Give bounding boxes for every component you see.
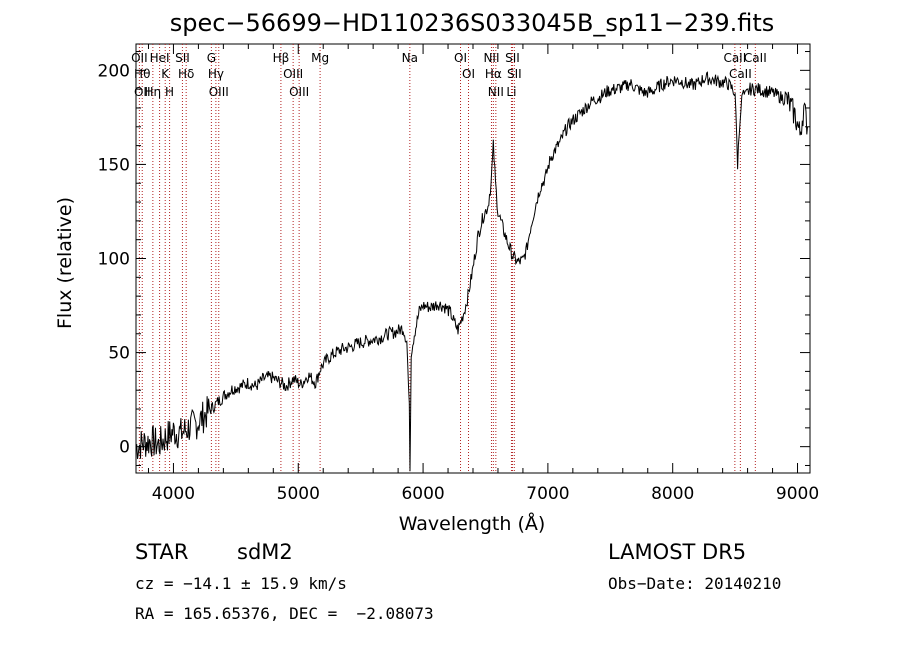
line-label: OII (131, 51, 148, 65)
x-tick-label: 8000 (651, 484, 694, 504)
line-label: OIII (283, 67, 303, 81)
x-tick-label: 6000 (401, 484, 444, 504)
line-label: Hβ (273, 51, 290, 65)
line-label: Li (506, 85, 516, 99)
x-tick-label: 7000 (526, 484, 569, 504)
line-label: Hα (485, 67, 502, 81)
line-label: Hγ (208, 67, 224, 81)
emission-line-markers (138, 44, 756, 473)
y-axis-label: Flux (relative) (54, 197, 76, 329)
y-tick-label: 100 (98, 250, 130, 270)
line-label: OI (462, 67, 475, 81)
redshift-line: cz = −14.1 ± 15.9 km/s (135, 574, 347, 593)
line-label: Hθ (134, 67, 150, 81)
y-tick-label: 0 (119, 438, 130, 458)
line-label: H (165, 85, 174, 99)
object-class: STAR (135, 540, 189, 564)
line-label: SII (507, 67, 522, 81)
coordinates: RA = 165.65376, DEC = −2.08073 (135, 604, 434, 623)
line-label: OI (454, 51, 467, 65)
line-label: K (161, 67, 170, 81)
line-label: NII (483, 51, 499, 65)
line-label: NII (488, 85, 504, 99)
chart-title: spec−56699−HD110236S033045B_sp11−239.fit… (170, 9, 775, 37)
survey-name: LAMOST DR5 (608, 540, 747, 564)
line-label: Hη (145, 85, 162, 99)
observation-date: Obs−Date: 20140210 (608, 574, 782, 593)
line-label: G (207, 51, 216, 65)
axis-ticks (136, 44, 810, 473)
line-label: SII (175, 51, 190, 65)
line-label: Mg (311, 51, 329, 65)
line-label: Hδ (178, 67, 194, 81)
line-label: Na (402, 51, 418, 65)
plot-frame (135, 43, 811, 474)
line-label: OIII (289, 85, 309, 99)
x-tick-label: 5000 (277, 484, 320, 504)
x-tick-label: 9000 (776, 484, 819, 504)
line-label: OII (134, 85, 151, 99)
line-label: SII (505, 51, 520, 65)
line-label: CaII (723, 51, 746, 65)
line-label: CaII (744, 51, 767, 65)
line-label: HeI (150, 51, 170, 65)
line-label: OIII (209, 85, 229, 99)
line-label: CaII (729, 67, 752, 81)
axis-tick-labels: 4000 5000 6000 7000 8000 9000 0 50 100 150 200 (98, 61, 820, 504)
y-tick-label: 200 (98, 61, 130, 81)
y-tick-label: 150 (98, 155, 130, 175)
x-tick-label: 4000 (152, 484, 195, 504)
y-tick-label: 50 (108, 344, 130, 364)
x-axis-label: Wavelength (Å) (399, 512, 546, 535)
spectrum-series-line (135, 71, 808, 472)
object-subclass: sdM2 (237, 540, 293, 564)
